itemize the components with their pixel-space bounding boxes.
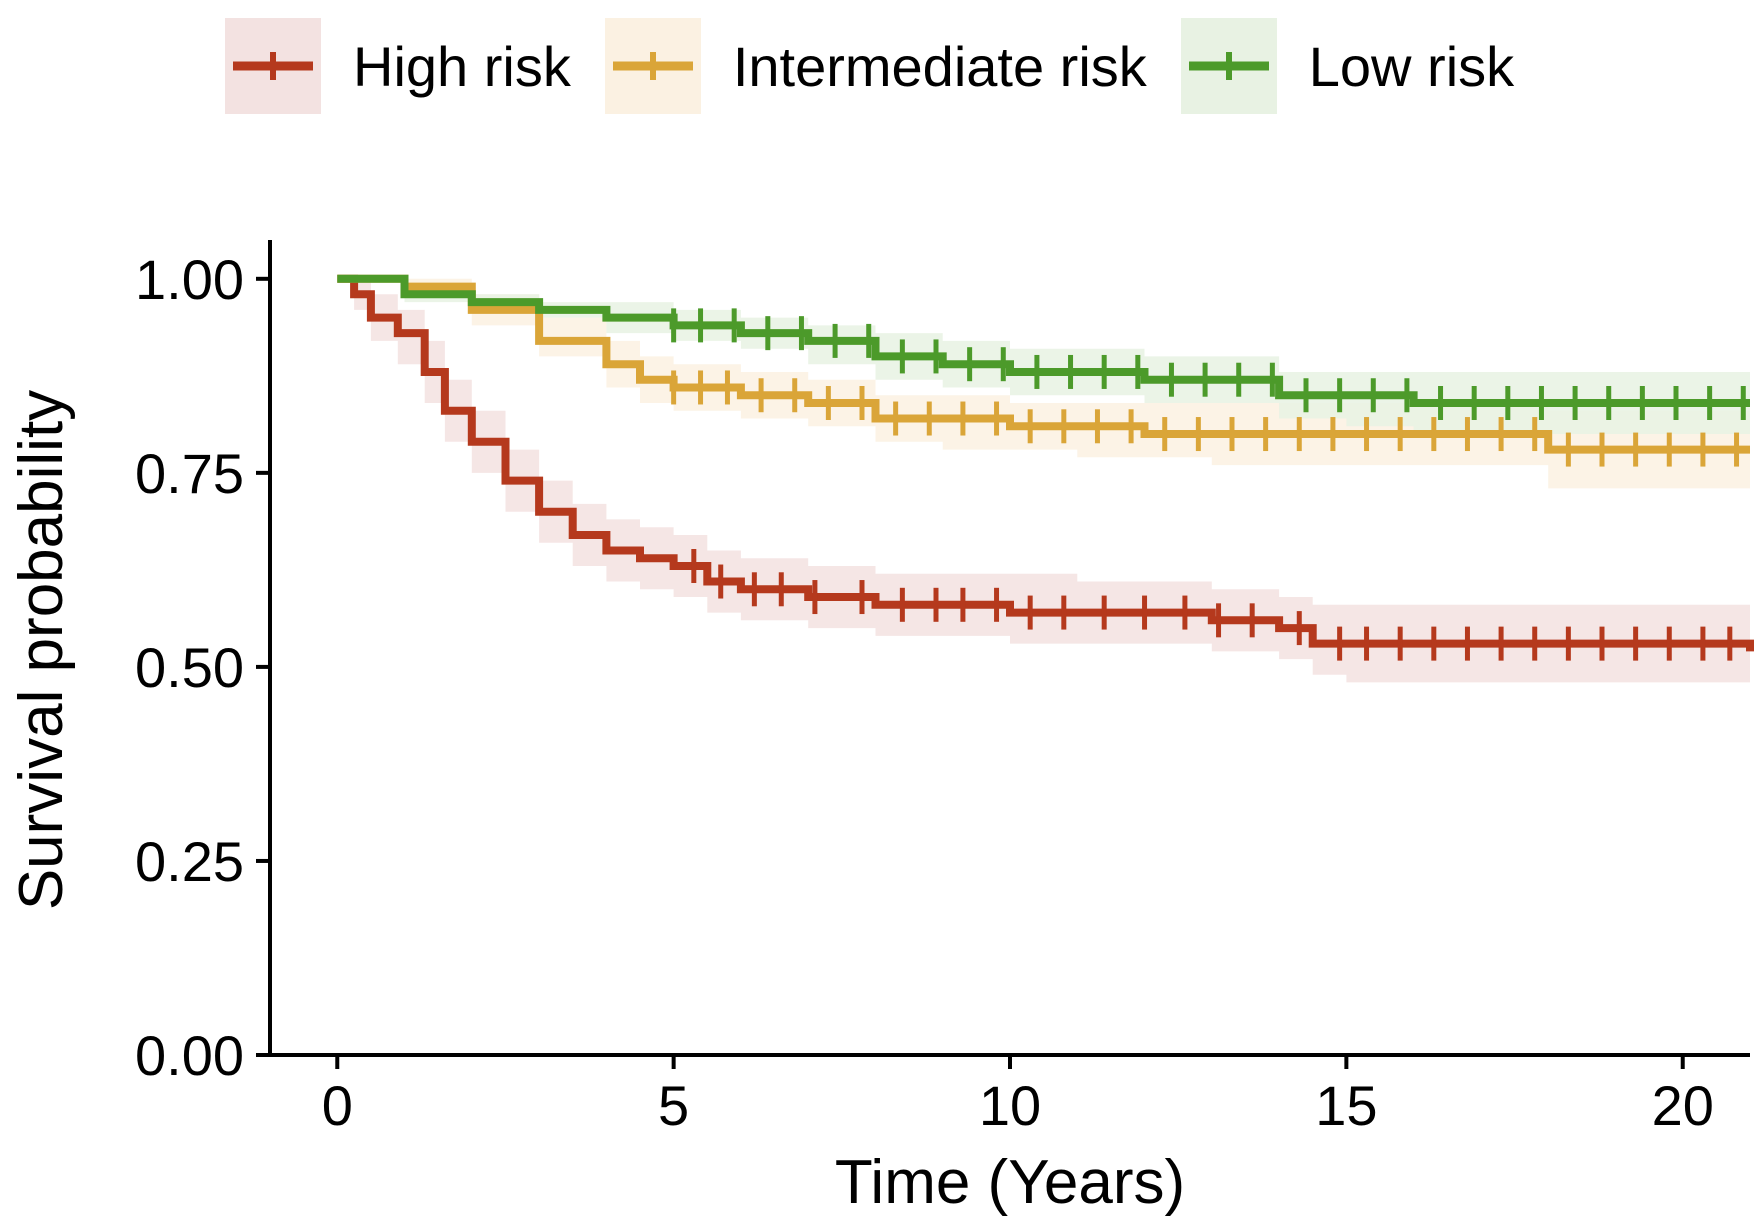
legend-swatch-high-risk <box>225 18 321 114</box>
legend-key-low-risk <box>1180 18 1277 114</box>
legend-key-high-risk <box>225 18 321 114</box>
survival-curve-low-risk <box>337 274 1750 407</box>
axes: 0.00 0.25 0.50 0.75 1.00 0 5 10 15 20 <box>135 240 1750 1137</box>
legend-key-intermediate-risk <box>604 18 701 114</box>
x-tick-label: 10 <box>979 1074 1041 1137</box>
legend-swatch-intermediate-risk <box>604 18 701 114</box>
legend-item-low-risk: Low risk <box>1180 18 1515 114</box>
y-axis-title: Survival probability <box>7 390 76 910</box>
y-tick-label: 0.25 <box>135 830 244 893</box>
legend: High risk Intermediate risk Low risk <box>225 18 1548 114</box>
legend-label-intermediate-risk: Intermediate risk <box>732 34 1147 98</box>
x-tick-label: 20 <box>1652 1074 1714 1137</box>
y-tick-label: 0.00 <box>135 1024 244 1087</box>
confidence-band-high-risk <box>337 278 1750 714</box>
legend-label-low-risk: Low risk <box>1308 34 1515 98</box>
x-tick-label: 0 <box>322 1074 353 1137</box>
plot-area <box>337 274 1754 714</box>
legend-item-high-risk: High risk <box>225 18 571 114</box>
x-tick-label: 15 <box>1315 1074 1377 1137</box>
x-axis-title: Time (Years) <box>835 1148 1185 1217</box>
legend-swatch-low-risk <box>1180 18 1277 114</box>
y-tick-label: 0.50 <box>135 636 244 699</box>
y-tick-label: 1.00 <box>135 248 244 311</box>
x-tick-label: 5 <box>658 1074 689 1137</box>
confidence-band-low-risk <box>337 278 1750 442</box>
legend-label-high-risk: High risk <box>353 34 571 98</box>
legend-item-intermediate-risk: Intermediate risk <box>604 18 1147 114</box>
y-tick-label: 0.75 <box>135 442 244 505</box>
survival-curve-high-risk <box>337 274 1754 652</box>
